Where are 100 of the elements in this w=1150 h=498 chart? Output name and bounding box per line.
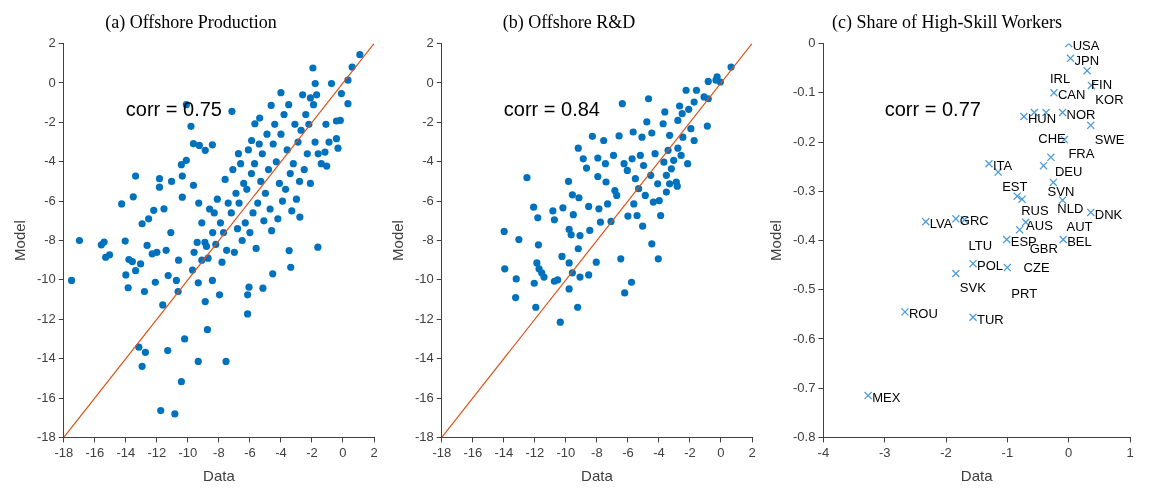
y-tick-label: -0.4: [792, 232, 816, 248]
chart-title: (a) Offshore Production: [105, 11, 277, 33]
y-tick-label: -8: [44, 232, 56, 248]
x-tick-label: -2: [684, 444, 696, 460]
y-tick-label: 0: [426, 74, 434, 90]
y-tick-label: 0: [808, 35, 816, 51]
annotation: IRL: [1049, 71, 1071, 87]
x-tick-label: -6: [622, 444, 634, 460]
x-tick-label: 2: [370, 444, 378, 460]
point: [1039, 161, 1048, 170]
annotation: LVA: [929, 216, 953, 232]
y-tick-label: -8: [422, 232, 434, 248]
x-tick-label: -4: [653, 444, 665, 460]
x-tick-label: -14: [494, 444, 514, 460]
x-tick-label: -2: [940, 444, 952, 460]
point: [1086, 121, 1095, 130]
x-tick-label: -10: [556, 444, 576, 460]
annotation: HUN: [1027, 111, 1057, 127]
point: [1049, 178, 1058, 187]
x-tick-label: -4: [817, 444, 830, 460]
x-tick-label: -8: [591, 444, 603, 460]
point: [1066, 54, 1075, 63]
y-tick-label: 2: [426, 35, 434, 51]
y-tick-label: -6: [44, 192, 56, 208]
chart-title: (c) Share of High-Skill Workers: [831, 11, 1063, 33]
y-tick-label: -18: [36, 428, 56, 444]
annotation: CAN: [1057, 87, 1086, 103]
x-tick-label: -1: [1001, 444, 1014, 460]
annotation: SVK: [959, 280, 987, 296]
annotation: TUR: [977, 311, 1004, 327]
point: [1003, 263, 1012, 272]
y-tick-label: -0.2: [792, 133, 816, 149]
x-tick-label: -2: [306, 444, 318, 460]
point: [1012, 192, 1022, 201]
y-tick-label: -12: [36, 310, 56, 326]
point: [1017, 194, 1027, 204]
y-tick-label: -14: [36, 350, 56, 366]
x-axis-title: Data: [203, 467, 236, 485]
y-tick-label: -0.8: [792, 428, 816, 444]
point: [1002, 235, 1011, 244]
point: [1058, 108, 1067, 117]
annotation: ROU: [908, 306, 938, 322]
x-tick-label: -12: [525, 444, 545, 460]
annotation: POL: [977, 258, 1004, 274]
x-tick-label: -4: [275, 444, 287, 460]
annotation: FIN: [1091, 77, 1113, 93]
y-axis-title: Model: [767, 220, 785, 261]
y-tick-label: -0.5: [792, 281, 816, 297]
annotation: KOR: [1095, 92, 1124, 108]
x-tick-label: -10: [178, 444, 198, 460]
x-tick-label: 0: [717, 444, 725, 460]
annotation: AUT: [1066, 218, 1093, 234]
y-tick-label: -2: [422, 113, 434, 129]
annotation: RUS: [1021, 202, 1049, 218]
annotation: USA: [1072, 38, 1100, 54]
x-tick-label: 1: [1126, 444, 1134, 460]
point: [1058, 235, 1068, 244]
point: [1015, 225, 1024, 234]
annotation: FRA: [1068, 146, 1095, 162]
point: [863, 391, 873, 400]
y-tick-label: -0.3: [792, 182, 816, 198]
y-tick-label: -16: [36, 389, 56, 405]
annotation: DEU: [1054, 163, 1083, 179]
point: [1049, 88, 1059, 98]
annotation: DNK: [1094, 207, 1123, 223]
x-tick-label: 2: [748, 444, 756, 460]
annotation: PRT: [1011, 286, 1038, 302]
x-tick-label: -12: [147, 444, 167, 460]
chart-title: (b) Offshore R&D: [502, 11, 636, 33]
x-tick-label: -3: [878, 444, 891, 460]
y-tick-label: -0.7: [792, 379, 816, 395]
x-tick-label: -16: [463, 444, 483, 460]
y-tick-label: -12: [414, 310, 434, 326]
point: [900, 307, 910, 317]
point: [921, 217, 930, 226]
point: [1046, 153, 1056, 162]
y-tick-label: -0.6: [792, 330, 816, 346]
point: [968, 259, 978, 268]
annotation: NOR: [1066, 107, 1096, 123]
annotation: corr = 0.84: [503, 98, 600, 121]
annotation: CHE: [1038, 131, 1067, 147]
annotation: AUS: [1026, 217, 1054, 233]
point: [984, 159, 994, 168]
annotation: CZE: [1023, 260, 1050, 276]
annotation: EST: [1002, 178, 1028, 194]
annotation: GRC: [959, 213, 989, 229]
y-tick-label: -18: [414, 428, 434, 444]
point: [1086, 208, 1095, 217]
annotation: corr = 0.77: [884, 98, 981, 121]
y-tick-label: 2: [48, 35, 56, 51]
y-axis-title: Model: [11, 220, 29, 261]
y-tick-label: -14: [414, 350, 434, 366]
point: [951, 269, 961, 278]
annotation: NLD: [1057, 200, 1084, 216]
annotation: corr = 0.75: [125, 98, 222, 121]
y-tick-label: -4: [422, 153, 434, 169]
annotation: MEX: [872, 390, 901, 406]
y-tick-label: -0.1: [792, 84, 816, 100]
annotation: ITA: [992, 158, 1013, 174]
annotation: JPN: [1074, 52, 1100, 68]
